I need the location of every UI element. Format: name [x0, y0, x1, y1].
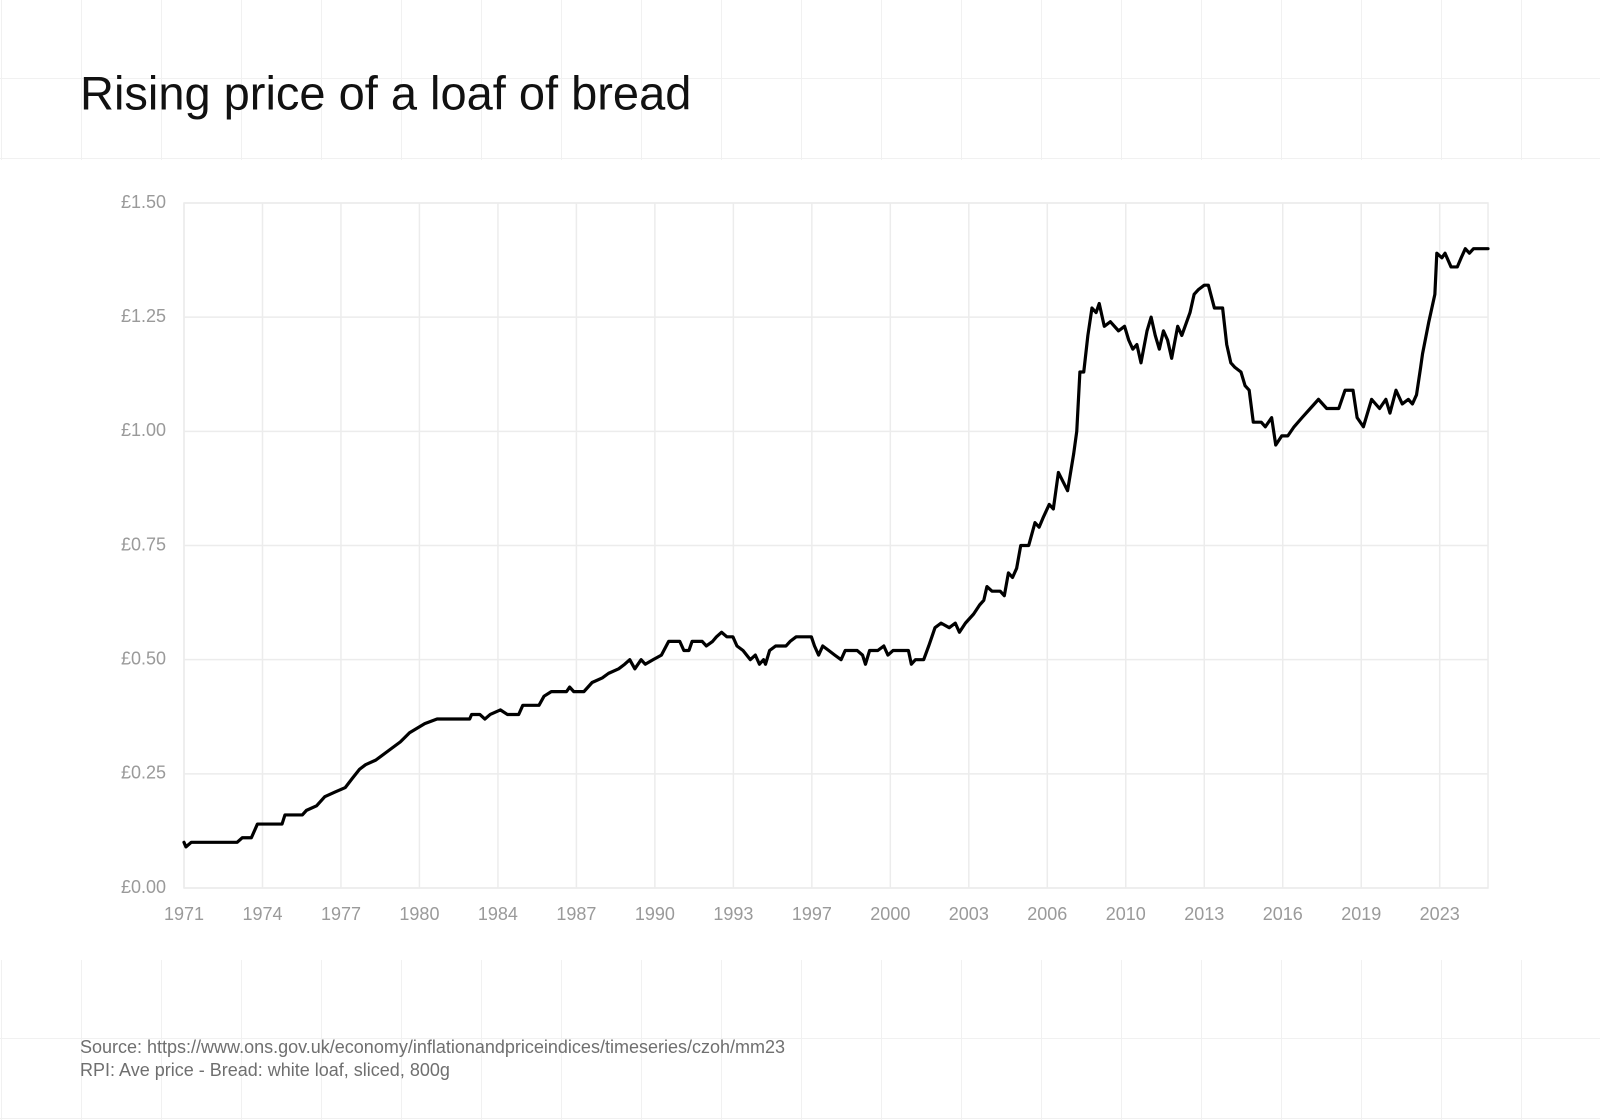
source-note: Source: https://www.ons.gov.uk/economy/i… — [80, 1037, 785, 1057]
x-tick-label: 1993 — [713, 904, 753, 924]
y-tick-label: £1.00 — [121, 420, 166, 440]
x-tick-label: 1997 — [792, 904, 832, 924]
y-tick-label: £0.25 — [121, 763, 166, 783]
x-tick-label: 1980 — [399, 904, 439, 924]
x-tick-label: 2006 — [1027, 904, 1067, 924]
y-tick-label: £1.25 — [121, 306, 166, 326]
x-tick-label: 2023 — [1420, 904, 1460, 924]
chart-title: Rising price of a loaf of bread — [80, 66, 691, 119]
chart-card — [0, 160, 1600, 960]
y-tick-label: £1.50 — [121, 192, 166, 212]
x-tick-label: 2000 — [870, 904, 910, 924]
x-tick-label: 1990 — [635, 904, 675, 924]
y-tick-label: £0.50 — [121, 648, 166, 668]
y-tick-label: £0.75 — [121, 534, 166, 554]
x-tick-label: 2016 — [1263, 904, 1303, 924]
price-line — [182, 247, 1490, 849]
x-tick-label: 2019 — [1341, 904, 1381, 924]
x-tick-label: 2003 — [949, 904, 989, 924]
x-tick-label: 1987 — [556, 904, 596, 924]
series-note: RPI: Ave price - Bread: white loaf, slic… — [80, 1060, 450, 1080]
x-tick-label: 2010 — [1106, 904, 1146, 924]
y-tick-label: £0.00 — [121, 877, 166, 897]
x-tick-label: 2013 — [1184, 904, 1224, 924]
x-tick-label: 1974 — [242, 904, 282, 924]
x-tick-label: 1971 — [164, 904, 204, 924]
x-tick-label: 1977 — [321, 904, 361, 924]
x-tick-label: 1984 — [478, 904, 518, 924]
